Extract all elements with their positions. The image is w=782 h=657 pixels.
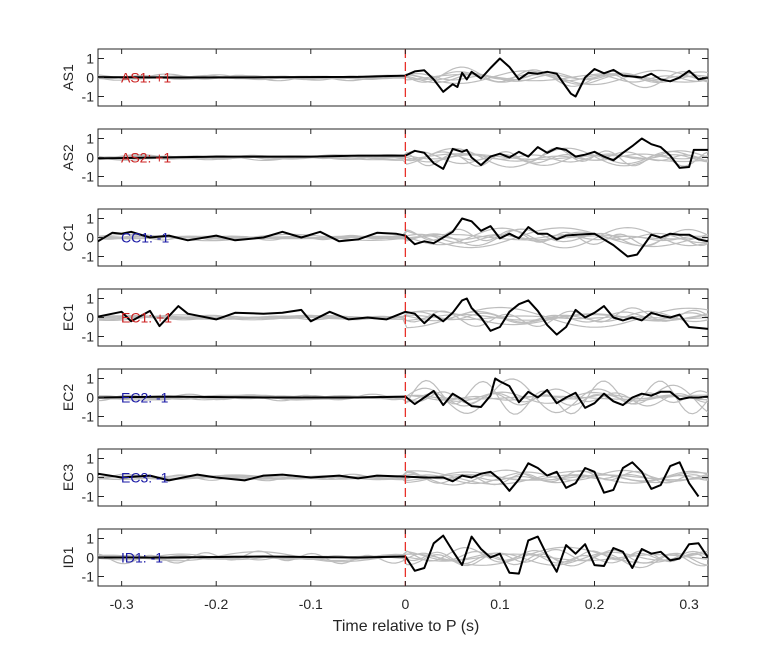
panel-ec2: -1 0 1 EC2 EC2: -1	[60, 368, 709, 427]
main-trace	[98, 534, 708, 575]
plot-area	[98, 297, 708, 336]
y-tick-label: 0	[86, 470, 94, 486]
background-trace	[98, 469, 708, 485]
y-tick-label: 1	[86, 291, 94, 307]
panel-ylabel: AS2	[60, 144, 76, 171]
panel-ylabel: CC1	[60, 223, 76, 251]
x-tick-label: 0.2	[585, 596, 605, 612]
main-trace	[98, 377, 708, 409]
main-trace	[98, 217, 708, 258]
panels-group: -1 0 1 AS1 AS1: +1 -1 0 1 AS2 AS2: +1 -1 0 1 CC1 CC1: …	[60, 48, 709, 587]
panel-as2: -1 0 1 AS2 AS2: +1	[60, 128, 709, 187]
x-axis-label: Time relative to P (s)	[333, 618, 480, 635]
panel-ylabel: EC2	[60, 384, 76, 411]
background-trace	[98, 233, 708, 242]
plot-area	[98, 217, 708, 258]
y-tick-label: 1	[86, 131, 94, 147]
background-trace	[98, 147, 708, 168]
x-tick-label: 0	[401, 596, 409, 612]
station-polarity-label: AS1: +1	[121, 70, 171, 86]
panel-as1: -1 0 1 AS1 AS1: +1	[60, 48, 709, 107]
x-tick-label: -0.2	[204, 596, 228, 612]
panel-ec1: -1 0 1 EC1 EC1: +1	[60, 288, 709, 347]
panel-ec3: -1 0 1 EC3 EC3: -1	[60, 448, 709, 507]
station-polarity-label: CC1: -1	[121, 230, 169, 246]
plot-area	[98, 461, 708, 498]
x-tick-label: 0.3	[679, 596, 699, 612]
plot-area	[98, 137, 708, 170]
panel-ylabel: ID1	[60, 546, 76, 568]
y-tick-label: 0	[86, 230, 94, 246]
panel-ylabel: EC3	[60, 464, 76, 491]
station-polarity-label: AS2: +1	[121, 150, 171, 166]
y-tick-label: 1	[86, 451, 94, 467]
y-tick-label: 0	[86, 70, 94, 86]
plot-area	[98, 534, 708, 575]
y-tick-label: 1	[86, 371, 94, 387]
panel-id1: -1 0 1 ID1 ID1: -1	[60, 528, 709, 587]
y-tick-label: -1	[82, 489, 95, 505]
station-polarity-label: EC3: -1	[121, 470, 169, 486]
panel-cc1: -1 0 1 CC1 CC1: -1	[60, 208, 709, 267]
plot-area	[98, 57, 708, 98]
x-tick-label: -0.1	[299, 596, 323, 612]
y-tick-label: 1	[86, 531, 94, 547]
y-tick-label: -1	[82, 89, 95, 105]
plot-area	[98, 377, 708, 415]
y-tick-label: 1	[86, 211, 94, 227]
y-tick-label: 0	[86, 150, 94, 166]
station-polarity-label: ID1: -1	[121, 550, 163, 566]
y-tick-label: -1	[82, 409, 95, 425]
y-tick-label: 0	[86, 310, 94, 326]
y-tick-label: -1	[82, 569, 95, 585]
x-tick-label: 0.1	[490, 596, 510, 612]
y-tick-label: 0	[86, 550, 94, 566]
main-trace	[98, 137, 708, 170]
panel-ylabel: EC1	[60, 304, 76, 331]
main-trace	[98, 297, 708, 336]
panel-ylabel: AS1	[60, 64, 76, 91]
station-polarity-label: EC1: +1	[121, 310, 172, 326]
station-polarity-label: EC2: -1	[121, 390, 169, 406]
y-tick-label: 1	[86, 51, 94, 67]
main-trace	[98, 461, 700, 498]
background-trace	[98, 550, 708, 566]
background-trace	[98, 310, 708, 323]
main-trace	[98, 57, 708, 98]
y-tick-label: -1	[82, 329, 95, 345]
y-tick-label: -1	[82, 249, 95, 265]
y-tick-label: 0	[86, 390, 94, 406]
shared-x-axis: -0.3 -0.2 -0.1 0 0.1 0.2 0.3	[110, 596, 699, 612]
y-tick-label: -1	[82, 169, 95, 185]
x-tick-label: -0.3	[110, 596, 134, 612]
